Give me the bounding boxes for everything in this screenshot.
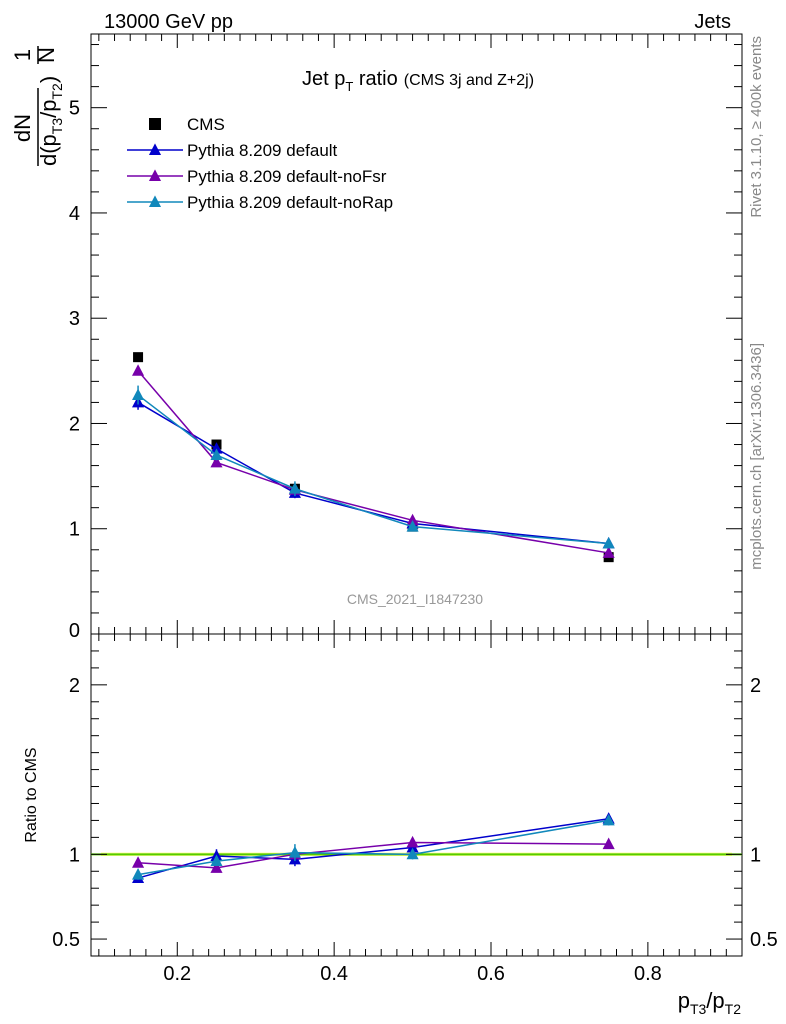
y-tick-label-main: 0 — [69, 620, 80, 642]
data-point — [406, 520, 419, 532]
y-tick-label-main: 5 — [69, 98, 80, 120]
x-tick-label: 0.4 — [320, 963, 348, 985]
ylabel-frac-num: 1 — [10, 49, 35, 61]
ratio-data-point — [132, 856, 145, 868]
ylabel-deriv-num: dN — [10, 114, 35, 142]
header-left-text: 13000 GeV pp — [104, 11, 233, 33]
y-tick-label-main: 3 — [69, 308, 80, 330]
legend-marker — [148, 169, 162, 181]
ratio-panel-frame — [90, 633, 743, 957]
legend: CMS Pythia 8.209 default Pythia 8.209 defa… — [127, 115, 393, 212]
y-tick-label-main: 1 — [69, 519, 80, 541]
data-point — [132, 364, 145, 376]
series-pythia-8-209-default-nofsr — [132, 364, 615, 558]
ratio-y-tick-label: 0.5 — [52, 929, 80, 951]
x-tick-label: 0.6 — [477, 963, 505, 985]
rivet-version-text: Rivet 3.1.10, ≥ 400k events — [748, 36, 765, 218]
y-axis-label-main: 1 N dN d(pT3/pT2) — [10, 46, 65, 166]
legend-label: Pythia 8.209 default — [187, 141, 338, 160]
ylabel-frac-den: N — [34, 47, 59, 63]
data-point — [602, 536, 615, 549]
ratio-y-tick-label-right: 2 — [750, 675, 761, 697]
legend-marker — [148, 143, 162, 155]
ratio-data-point — [602, 837, 615, 850]
data-point — [406, 513, 419, 526]
series-pythia-8-209-default — [132, 395, 615, 549]
data-point — [288, 482, 301, 494]
header-right-text: Jets — [694, 11, 731, 33]
ratio-data-point — [406, 847, 419, 860]
legend-label: Pythia 8.209 default-noFsr — [187, 167, 387, 186]
series-layer — [132, 352, 615, 563]
legend-marker — [148, 195, 162, 207]
ratio-y-tick-label: 1 — [69, 844, 80, 866]
ratio-data-point — [406, 835, 419, 848]
ratio-series-line — [137, 817, 609, 879]
data-point — [210, 455, 223, 468]
y-tick-label-main: 4 — [69, 203, 80, 225]
ratio-series-pythia-8-209-default-norap — [132, 813, 615, 880]
data-point — [210, 448, 223, 461]
ratio-series-layer — [132, 812, 615, 883]
ratio-y-tick-label-right: 1 — [750, 844, 761, 866]
y-tick-label-main: 2 — [69, 413, 80, 435]
series-line — [137, 401, 609, 545]
data-point — [602, 546, 615, 558]
x-tick-label: 0.8 — [634, 963, 662, 985]
data-point — [132, 388, 145, 401]
source-text: mcplots.cern.ch [arXiv:1306.3436] — [748, 343, 765, 570]
ratio-data-point — [602, 813, 615, 826]
x-axis-label: pT3/pT2 — [678, 988, 742, 1017]
data-point — [133, 352, 144, 363]
chart-title: Jet pT ratio (CMS 3j and Z+2j) — [302, 68, 534, 94]
ylabel-deriv-den: d(pT3/pT2) — [36, 76, 65, 166]
axis-tick-labels: 0.2 0.4 0.6 0.8 0 1 2 3 4 5 0.5 0.5 1 1 2 2 — [52, 98, 778, 985]
data-point — [210, 442, 223, 454]
y-axis-label-ratio: Ratio to CMS — [23, 747, 40, 842]
ratio-series-pythia-8-209-default — [132, 812, 615, 883]
x-tick-label: 0.2 — [163, 963, 191, 985]
legend-label: Pythia 8.209 default-noRap — [187, 193, 393, 212]
ratio-data-point — [288, 846, 301, 858]
ratio-y-tick-label: 2 — [69, 675, 80, 697]
axis-ticks — [91, 34, 742, 956]
legend-label: CMS — [187, 115, 225, 134]
series-pythia-8-209-default-norap — [132, 385, 615, 549]
legend-marker — [149, 118, 161, 130]
ratio-y-tick-label-right: 0.5 — [750, 929, 778, 951]
ratio-data-point — [210, 861, 223, 873]
series-line — [137, 370, 609, 554]
series-cms — [133, 352, 614, 563]
analysis-watermark: CMS_2021_I1847230 — [347, 591, 483, 607]
ratio-data-point — [132, 868, 145, 880]
series-line — [137, 394, 609, 545]
ratio-data-point — [210, 854, 223, 867]
